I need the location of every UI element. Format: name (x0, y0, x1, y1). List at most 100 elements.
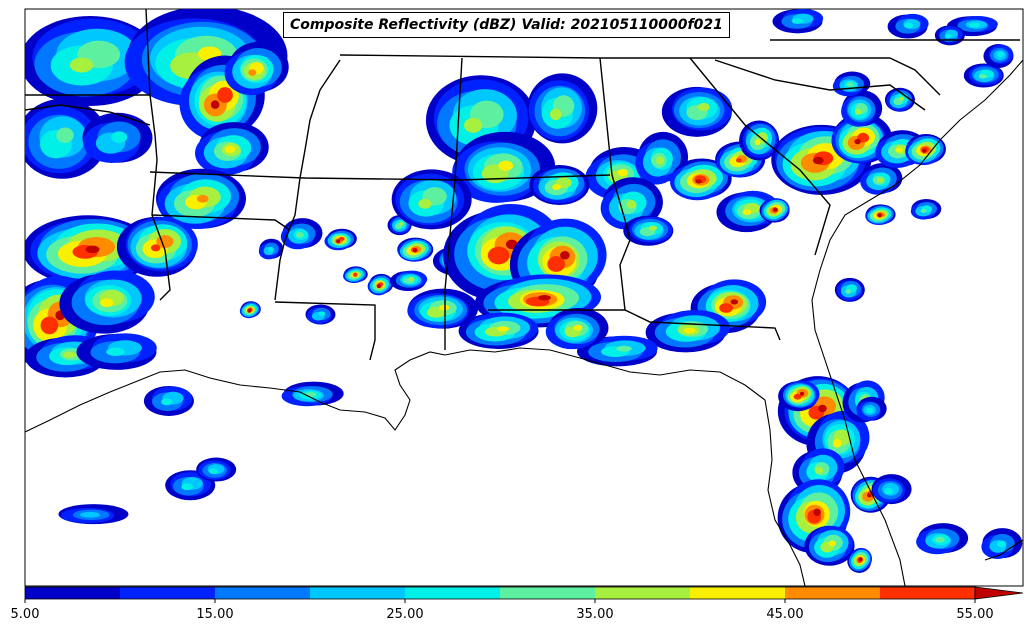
echo-contour (793, 393, 802, 400)
echo-contour (736, 158, 742, 163)
echo-contour (813, 508, 821, 517)
echo-contour (464, 117, 483, 133)
colorbar-segment (310, 587, 406, 599)
echo-contour (318, 311, 326, 317)
echo-contour (858, 557, 863, 562)
colorbar-tick-label: 15.00 (196, 607, 233, 622)
colorbar-segment (120, 587, 216, 599)
echo-cell (76, 333, 157, 370)
echo-contour (208, 468, 218, 474)
echo-cell (195, 122, 269, 176)
echo-contour (828, 540, 836, 547)
echo-contour (979, 74, 987, 79)
echo-contour (161, 398, 173, 406)
echo-contour (697, 102, 710, 112)
echo-cell (963, 63, 1004, 88)
echo-contour (497, 326, 510, 332)
echo-contour (904, 22, 914, 29)
echo-cell (860, 163, 903, 195)
echo-contour (100, 298, 114, 308)
echo-contour (225, 145, 236, 154)
echo-contour (935, 536, 945, 543)
echo-contour (884, 487, 894, 495)
colorbar-tick-label: 35.00 (576, 607, 613, 622)
echo-cell (635, 131, 689, 185)
echo-contour (616, 345, 632, 352)
echo-cell (155, 168, 246, 230)
echo-cell (934, 25, 965, 46)
echo-cell (391, 169, 472, 230)
echo-contour (997, 540, 1007, 548)
echo-cell (545, 307, 609, 350)
echo-cell (884, 87, 915, 112)
echo-contour (304, 392, 317, 397)
echo-contour (742, 209, 752, 216)
echo-cell (343, 266, 368, 284)
echo-cell (389, 270, 428, 292)
coastline (25, 59, 1023, 586)
echo-contour (295, 231, 304, 238)
echo-cell (82, 112, 153, 163)
echo-cell (804, 525, 855, 566)
echo-contour (754, 139, 761, 146)
echo-cell (397, 237, 434, 262)
echo-contour (552, 184, 561, 191)
echo-cell (281, 381, 344, 407)
colorbar-tick-label: 25.00 (386, 607, 423, 622)
echo-contour (439, 304, 450, 311)
echo-cell (224, 41, 289, 96)
echo-contour (560, 250, 570, 260)
colorbar-segment (785, 587, 881, 599)
echo-contour (854, 138, 861, 145)
echo-cell (661, 86, 733, 137)
echo-cell (280, 218, 323, 250)
echo-contour (655, 156, 665, 165)
echo-contour (80, 511, 101, 518)
echo-cell (759, 198, 790, 223)
echo-cell (258, 238, 284, 260)
echo-cell (25, 98, 108, 179)
echo-contour (217, 87, 233, 103)
colorbar-tick-label: 55.00 (956, 607, 993, 622)
echo-contour (648, 225, 658, 231)
echo-contour (773, 207, 778, 212)
echo-contour (549, 108, 562, 121)
colorbar-frame (24, 586, 976, 600)
echo-cell (116, 216, 198, 277)
colorbar-segment (405, 587, 501, 599)
echo-cell (856, 396, 887, 421)
echo-cell (871, 474, 912, 505)
echo-contour (573, 324, 583, 331)
echo-contour (920, 208, 927, 213)
echo-cell (577, 335, 658, 367)
echo-cell (529, 164, 590, 205)
colorbar-segment (215, 587, 311, 599)
echo-contour (895, 147, 904, 153)
echo-contour (866, 407, 874, 414)
echo-contour (412, 248, 417, 253)
echo-contour (247, 308, 252, 313)
echo-cell (847, 547, 873, 573)
echo-cell (772, 9, 824, 34)
echo-contour (997, 51, 1004, 58)
echo-contour (791, 18, 804, 24)
echo-cell (834, 277, 865, 302)
colorbar-segment (25, 587, 121, 599)
echo-contour (353, 272, 358, 277)
echo-contour (150, 244, 161, 252)
echo-contour (867, 493, 872, 498)
echo-contour (56, 127, 74, 143)
echo-contour (854, 108, 862, 115)
colorbar: 5.00 15.00 25.00 35.00 45.00 55.00 (11, 586, 1024, 622)
echo-cell (143, 385, 194, 416)
echo-contour (85, 245, 100, 254)
echo-contour (944, 33, 952, 39)
colorbar-segment (595, 587, 691, 599)
echo-contour (62, 351, 77, 359)
echo-contour (336, 239, 341, 244)
echo-cell (458, 312, 539, 350)
echo-cell (716, 190, 780, 233)
echo-cell (910, 198, 942, 220)
echo-cell (25, 215, 154, 286)
